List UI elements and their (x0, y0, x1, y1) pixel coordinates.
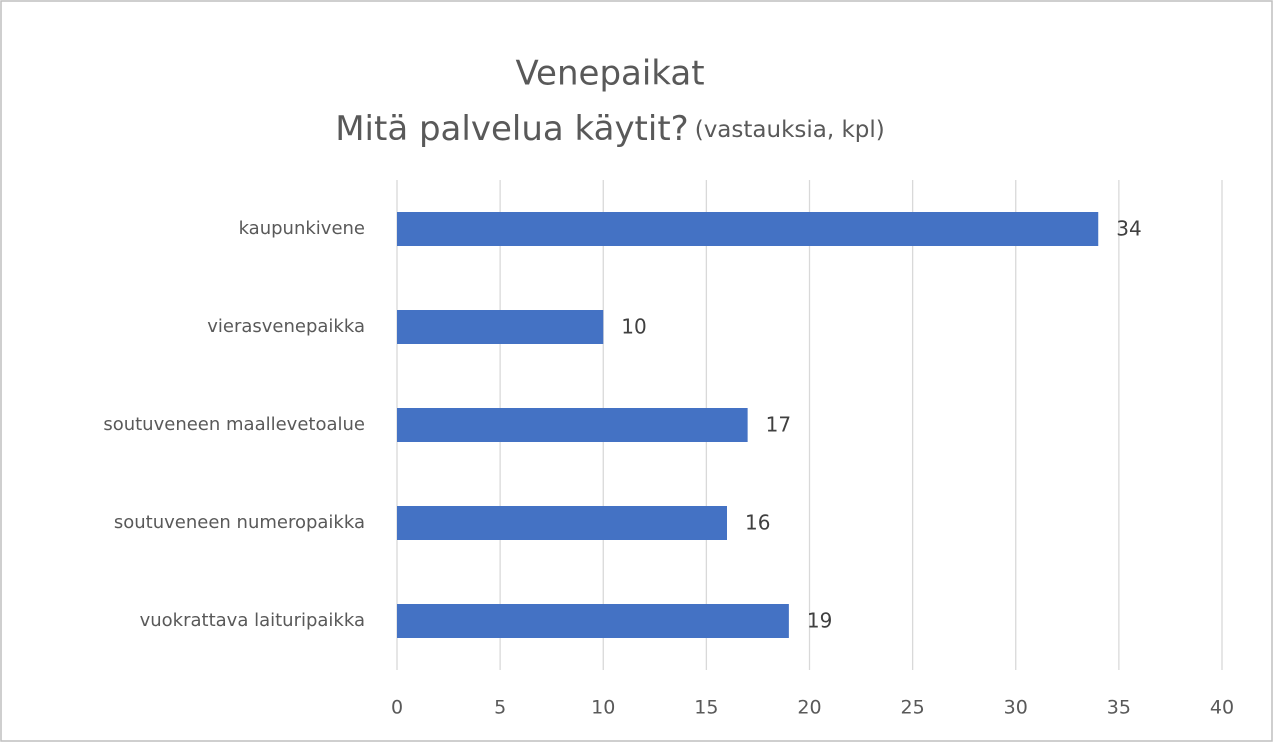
bar (397, 408, 748, 442)
y-tick-label: soutuveneen numeropaikka (114, 512, 365, 533)
x-tick-label: 25 (901, 697, 925, 719)
y-tick-label: soutuveneen maallevetoalue (103, 414, 365, 435)
x-tick-label: 40 (1210, 697, 1234, 719)
y-tick-label: vuokrattava laituripaikka (140, 610, 365, 631)
chart-title: Venepaikat (515, 54, 704, 94)
x-tick-label: 20 (797, 697, 821, 719)
chart-subtitle-note: (vastauksia, kpl) (695, 117, 885, 143)
bar (397, 212, 1099, 246)
x-tick-label: 35 (1107, 697, 1131, 719)
bar (397, 604, 789, 638)
x-tick-label: 10 (591, 697, 615, 719)
chart-subtitle-group: Mitä palvelua käytit? (vastauksia, kpl) (335, 109, 885, 149)
y-tick-label: vierasvenepaikka (207, 316, 365, 337)
x-tick-label: 5 (494, 697, 506, 719)
x-tick-label: 15 (694, 697, 718, 719)
x-tick-label: 0 (391, 697, 403, 719)
y-tick-label: kaupunkivene (239, 218, 365, 239)
value-label: 17 (766, 413, 791, 437)
value-label: 34 (1116, 217, 1141, 241)
value-label: 19 (807, 609, 832, 633)
bar (397, 310, 604, 344)
bar (397, 506, 727, 540)
chart-subtitle: Mitä palvelua käytit? (335, 109, 689, 149)
value-label: 10 (621, 315, 646, 339)
x-tick-label: 30 (1004, 697, 1028, 719)
value-label: 16 (745, 511, 770, 535)
